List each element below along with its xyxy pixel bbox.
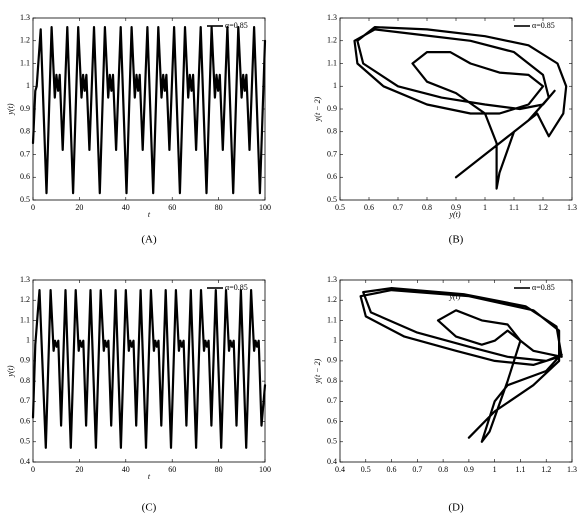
data-line	[353, 26, 568, 190]
x-tick-label: 0.6	[387, 465, 397, 474]
y-tick-label: 0.7	[327, 149, 337, 158]
x-tick-label: 1	[483, 203, 487, 212]
plot-frame	[339, 279, 573, 463]
y-tick-label: 1.3	[20, 275, 30, 284]
x-tick-label: 0.5	[361, 465, 371, 474]
panel-label: (C)	[142, 502, 157, 514]
x-tick-label: 0	[31, 465, 35, 474]
x-tick-label: 20	[75, 465, 83, 474]
y-tick-label: 0.6	[20, 416, 30, 425]
legend-label: α=0.85	[225, 21, 248, 30]
x-tick-label: 1.3	[567, 203, 577, 212]
x-tick-label: 0.4	[335, 465, 345, 474]
plot-frame	[32, 279, 266, 463]
x-axis-label: t	[148, 472, 151, 481]
panel-label: (A)	[141, 234, 157, 246]
y-tick-label: 0.7	[327, 396, 337, 405]
y-tick-label: 0.6	[327, 416, 337, 425]
x-tick-label: 0.7	[412, 465, 422, 474]
y-tick-label: 0.8	[327, 127, 337, 136]
y-tick-label: 0.5	[20, 437, 30, 446]
y-tick-label: 0.5	[20, 195, 30, 204]
x-tick-label: 40	[122, 465, 130, 474]
x-tick-label: 1	[493, 465, 497, 474]
x-tick-label: 40	[122, 203, 130, 212]
y-tick-label: 0.8	[327, 376, 337, 385]
y-tick-label: 1.1	[327, 315, 337, 324]
y-tick-label: 1	[26, 335, 30, 344]
y-tick-label: 1	[333, 81, 337, 90]
y-tick-label: 1	[333, 335, 337, 344]
x-tick-label: 80	[215, 465, 223, 474]
y-tick-label: 0.6	[20, 172, 30, 181]
x-tick-label: 100	[259, 203, 271, 212]
y-tick-label: 0.4	[20, 457, 30, 466]
y-tick-label: 0.9	[327, 356, 337, 365]
panel-label: (D)	[448, 502, 464, 514]
x-tick-label: 60	[168, 203, 176, 212]
x-tick-label: 1.1	[515, 465, 525, 474]
y-tick-label: 0.6	[327, 172, 337, 181]
y-tick-label: 0.8	[20, 127, 30, 136]
y-axis-label: y(t)	[6, 103, 15, 115]
y-axis-label: y(t − 2)	[313, 358, 322, 384]
y-tick-label: 0.5	[327, 195, 337, 204]
y-tick-label: 0.9	[327, 104, 337, 113]
x-tick-label: 0.9	[464, 465, 474, 474]
x-tick-label: 1.3	[567, 465, 577, 474]
x-tick-label: 20	[75, 203, 83, 212]
y-axis-label: y(t − 2)	[313, 96, 322, 122]
y-tick-label: 1.2	[20, 295, 30, 304]
y-tick-label: 0.9	[20, 356, 30, 365]
x-tick-label: 0.9	[451, 203, 461, 212]
y-tick-label: 0.4	[327, 457, 337, 466]
y-tick-label: 0.7	[20, 396, 30, 405]
x-axis-label: y(t)	[448, 292, 460, 301]
x-tick-label: 0.8	[438, 465, 448, 474]
x-tick-label: 1.1	[509, 203, 519, 212]
y-tick-label: 1.1	[327, 58, 337, 67]
x-tick-label: 1.2	[541, 465, 551, 474]
y-tick-label: 1.2	[327, 295, 337, 304]
x-tick-label: 60	[168, 465, 176, 474]
y-tick-label: 1.1	[20, 315, 30, 324]
data-line	[359, 287, 563, 443]
y-tick-label: 1.1	[20, 58, 30, 67]
y-tick-label: 1.3	[327, 275, 337, 284]
y-tick-label: 0.9	[20, 104, 30, 113]
y-axis-label: y(t)	[6, 365, 15, 377]
y-tick-label: 1.2	[20, 36, 30, 45]
y-tick-label: 0.8	[20, 376, 30, 385]
x-axis-label: y(t)	[448, 210, 460, 219]
data-line	[31, 289, 267, 449]
x-tick-label: 0.5	[335, 203, 345, 212]
x-tick-label: 80	[215, 203, 223, 212]
y-tick-label: 1.3	[20, 13, 30, 22]
data-line	[31, 26, 267, 195]
y-tick-label: 0.7	[20, 149, 30, 158]
x-tick-label: 0.8	[422, 203, 432, 212]
y-tick-label: 1	[26, 81, 30, 90]
x-tick-label: 0.7	[393, 203, 403, 212]
legend-label: α=0.85	[532, 283, 555, 292]
x-tick-label: 0	[31, 203, 35, 212]
x-tick-label: 1.2	[538, 203, 548, 212]
legend-label: α=0.85	[532, 21, 555, 30]
panel-label: (B)	[449, 234, 464, 246]
x-tick-label: 0.6	[364, 203, 374, 212]
y-tick-label: 1.3	[327, 13, 337, 22]
y-tick-label: 0.5	[327, 437, 337, 446]
x-axis-label: t	[148, 210, 151, 219]
x-tick-label: 100	[259, 465, 271, 474]
y-tick-label: 1.2	[327, 36, 337, 45]
legend-label: α=0.85	[225, 283, 248, 292]
